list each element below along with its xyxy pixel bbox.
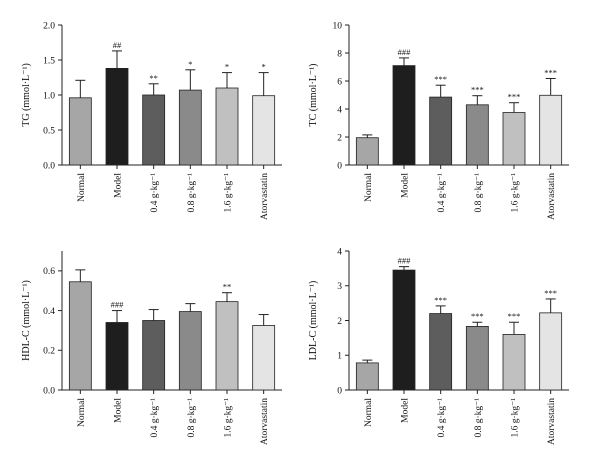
bar [105,68,129,166]
bar [539,94,563,166]
y-tick-label: 0.6 [43,267,55,277]
significance-label: * [262,62,266,72]
x-tick-label: 1.6 g·kg⁻¹ [224,398,234,438]
y-axis-label: HDL-C (mmol·L⁻¹) [21,280,32,361]
significance-label: *** [434,74,447,84]
x-tick-label: Model [114,173,124,198]
y-tick-label: 0.0 [43,386,55,396]
x-tick-label: Atorvastatin [260,173,270,220]
bar [252,95,276,166]
bar [355,362,379,391]
y-tick-label: 6 [337,77,342,87]
bar [355,137,379,166]
bar [142,320,166,391]
y-tick-label: 4 [337,247,342,257]
significance-label: *** [471,311,484,321]
x-tick-label: Normal [77,173,87,202]
significance-label: ### [111,300,125,310]
bar [105,322,129,391]
x-tick-label: Normal [77,398,87,427]
x-tick-label: Model [401,398,411,423]
x-tick-label: 1.6 g·kg⁻¹ [224,173,234,213]
bar [178,311,202,391]
x-tick-label: Normal [364,398,374,427]
y-axis-label: TC (mmol·L⁻¹) [308,64,319,127]
significance-label: * [188,59,192,69]
significance-label: * [225,62,229,72]
significance-label: ### [398,256,412,266]
bar [465,104,489,166]
bar [215,301,239,391]
y-tick-label: 1 [337,352,342,362]
x-tick-label: 0.4 g·kg⁻¹ [150,398,160,438]
y-tick-label: 1.0 [43,91,55,101]
chart-panel-ldl-c: LDL-C (mmol·L⁻¹) 0 1 2 3 4 Normal ### Model *** 0… [308,247,569,445]
chart-panel-hdl-c: HDL-C (mmol·L⁻¹) 0.0 0.2 0.4 0.6 Normal ### Mo… [21,251,282,445]
y-tick-label: 0.5 [43,126,55,136]
significance-label: ** [149,73,158,83]
x-tick-label: Model [114,398,124,423]
x-tick-label: 1.6 g·kg⁻¹ [511,398,521,438]
x-tick-label: 0.4 g·kg⁻¹ [150,173,160,213]
bar [392,65,416,166]
y-tick-label: 2 [337,133,342,143]
bar [392,269,416,391]
bar [252,325,276,391]
chart-panel-tg: TG (mmol·L⁻¹) 0.0 0.5 1.0 1.5 2.0 Normal ## Mod… [21,21,282,220]
bar [142,94,166,166]
bar [502,333,526,391]
y-tick-label: 4 [337,105,342,115]
significance-label: *** [508,311,521,321]
y-tick-label: 10 [333,21,343,31]
bar [539,312,563,391]
x-tick-label: 0.4 g·kg⁻¹ [437,173,447,213]
x-tick-label: 0.4 g·kg⁻¹ [437,398,447,438]
significance-label: *** [544,288,557,298]
x-tick-label: 0.8 g·kg⁻¹ [187,173,197,213]
significance-label: ## [113,40,122,50]
significance-label: *** [471,85,484,95]
y-tick-label: 1.5 [43,56,55,66]
significance-label: ### [398,47,412,57]
y-tick-label: 0.0 [43,161,55,171]
x-tick-label: 0.8 g·kg⁻¹ [187,398,197,438]
y-tick-label: 2.0 [43,21,55,31]
bar [68,281,92,391]
x-tick-label: Atorvastatin [547,173,557,220]
y-tick-label: 0 [337,386,342,396]
y-tick-label: 0.4 [43,307,55,317]
y-axis-label: TG (mmol·L⁻¹) [21,63,32,127]
bar [429,96,453,166]
significance-label: ** [223,282,232,292]
bar [429,313,453,391]
bar [68,97,92,166]
x-tick-label: 0.8 g·kg⁻¹ [474,173,484,213]
bar [465,326,489,391]
x-tick-label: Atorvastatin [260,398,270,445]
chart-panel-tc: TC (mmol·L⁻¹) 0 2 4 6 8 10 Normal ### Model *** 0.… [308,21,569,220]
x-tick-label: Atorvastatin [547,398,557,445]
x-tick-label: 0.8 g·kg⁻¹ [474,398,484,438]
significance-label: *** [508,92,521,102]
significance-label: *** [544,67,557,77]
bar [215,87,239,166]
significance-label: *** [434,295,447,305]
y-tick-label: 0 [337,161,342,171]
bar [178,89,202,166]
x-tick-label: Model [401,173,411,198]
y-tick-label: 3 [337,282,342,292]
y-tick-label: 2 [337,317,342,327]
y-axis-label: LDL-C (mmol·L⁻¹) [308,281,319,361]
bar [502,112,526,166]
x-tick-label: 1.6 g·kg⁻¹ [511,173,521,213]
y-tick-label: 0.2 [43,347,55,357]
x-tick-label: Normal [364,173,374,202]
y-tick-label: 8 [337,49,342,59]
